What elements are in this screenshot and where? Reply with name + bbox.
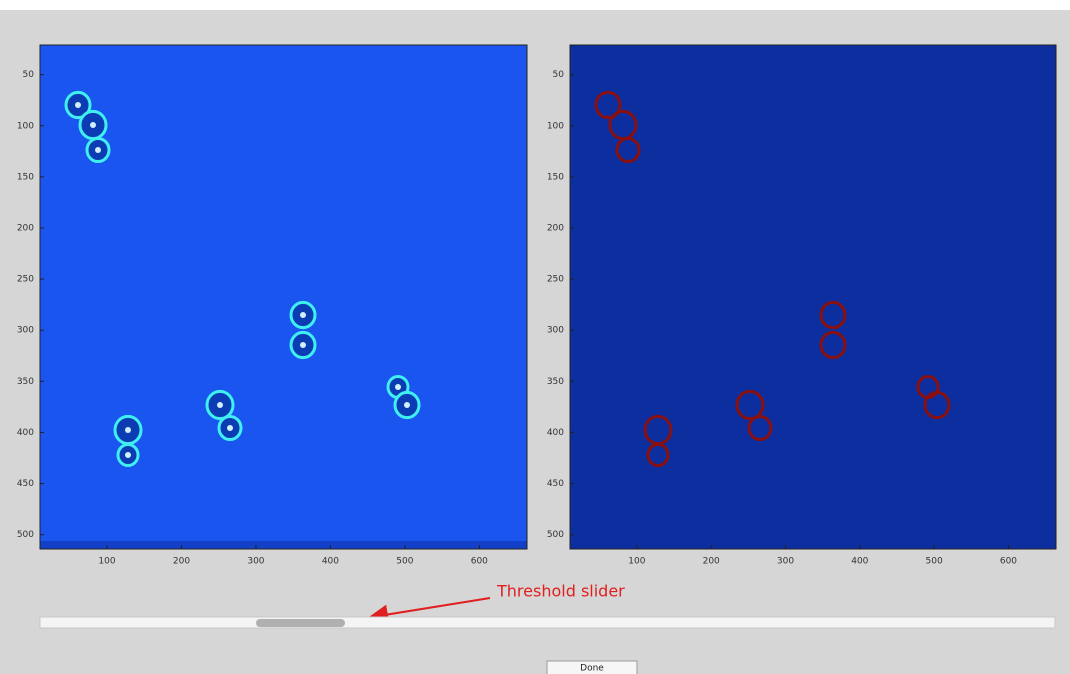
cell-core: [404, 402, 410, 408]
axes-frame: [569, 44, 1057, 550]
y-tick-label: 350: [17, 377, 34, 387]
y-tick-label: 100: [17, 121, 34, 131]
x-tick-label: 400: [322, 557, 339, 567]
x-tick-label: 300: [247, 557, 264, 567]
y-tick-label: 200: [17, 223, 34, 233]
cell-outline: [819, 300, 847, 330]
cell-core: [300, 312, 306, 318]
cell-core: [217, 402, 223, 408]
x-tick-label: 200: [173, 557, 190, 567]
cell-outline: [747, 414, 773, 442]
x-tick-label: 600: [471, 557, 488, 567]
y-tick-label: 250: [547, 275, 564, 285]
y-tick-label: 300: [547, 326, 564, 336]
y-tick-label: 50: [23, 70, 35, 80]
done-button-label[interactable]: Done: [580, 664, 604, 674]
y-tick-label: 400: [547, 428, 564, 438]
y-tick-label: 300: [17, 326, 34, 336]
y-tick-label: 50: [553, 70, 565, 80]
annotation-arrow: [368, 597, 491, 625]
cell-core: [95, 147, 101, 153]
cell-core: [300, 342, 306, 348]
y-tick-label: 500: [547, 530, 564, 540]
x-tick-label: 300: [777, 557, 794, 567]
x-tick-label: 500: [926, 557, 943, 567]
cell-core: [90, 122, 96, 128]
x-tick-label: 100: [628, 557, 645, 567]
y-tick-label: 350: [547, 377, 564, 387]
cell-core: [395, 384, 401, 390]
x-tick-label: 200: [703, 557, 720, 567]
cell-core: [125, 452, 131, 458]
x-tick-label: 100: [98, 557, 115, 567]
axes: 100 200 300 400 500 600 50 100 150 200 250 300 350 40…: [17, 44, 1057, 567]
left-image-edge: [40, 541, 527, 549]
threshold-slider[interactable]: [39, 616, 1056, 629]
x-tick-label: 400: [851, 557, 868, 567]
cell-outline: [923, 390, 951, 420]
y-tick-label: 400: [17, 428, 34, 438]
y-tick-label: 450: [17, 479, 34, 489]
x-tick-label: 500: [396, 557, 413, 567]
y-tick-label: 500: [17, 530, 34, 540]
right-image: [570, 45, 1056, 549]
x-tick-label: 600: [1000, 557, 1017, 567]
cell-outline: [819, 330, 847, 360]
cell-core: [227, 425, 233, 431]
cell-outline: [594, 90, 622, 120]
y-tick-label: 150: [17, 172, 34, 182]
cell-outline: [615, 136, 641, 164]
cell-core: [125, 427, 131, 433]
cell-core: [75, 102, 81, 108]
y-tick-label: 100: [547, 121, 564, 131]
cells-right: [594, 90, 951, 467]
axes-frame: [39, 44, 528, 550]
slider-thumb[interactable]: [256, 619, 345, 627]
cell-outline: [735, 389, 765, 421]
y-tick-label: 150: [547, 172, 564, 182]
cells-left: [64, 90, 421, 467]
y-tick-label: 250: [17, 275, 34, 285]
annotation: Threshold slider: [496, 582, 625, 601]
y-tick-label: 450: [547, 479, 564, 489]
done-button[interactable]: [546, 660, 638, 674]
left-image: [40, 45, 527, 549]
cell-outline: [646, 443, 670, 467]
y-tick-label: 200: [547, 223, 564, 233]
